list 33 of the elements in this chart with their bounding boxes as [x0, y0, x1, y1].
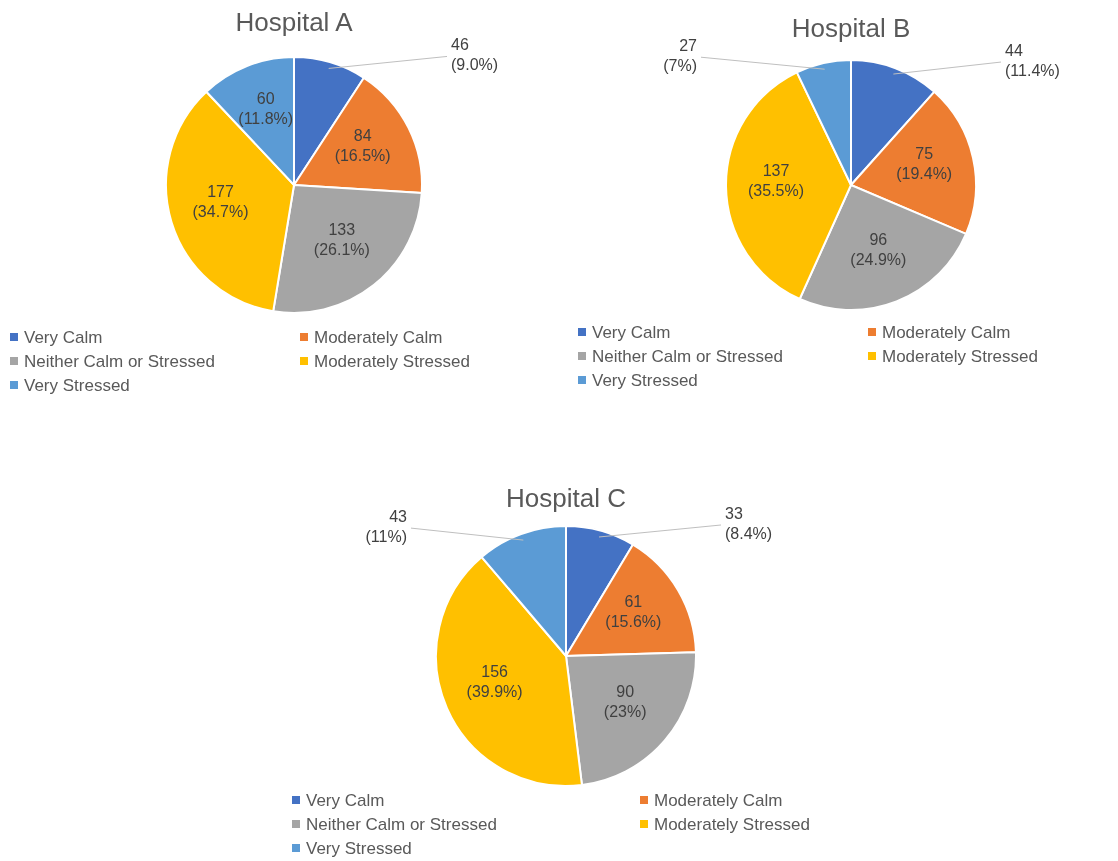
data-label: 75 (19.4%) — [896, 144, 953, 182]
data-label: 177 (34.7%) — [192, 183, 249, 221]
data-label: 137 (35.5%) — [747, 161, 805, 199]
legend-label: Moderately Calm — [314, 327, 443, 347]
legend-label: Neither Calm or Stressed — [592, 346, 783, 366]
legend-label: Moderately Stressed — [314, 351, 470, 371]
legend-label: Very Calm — [306, 790, 385, 810]
chart-title: Hospital B — [791, 13, 911, 44]
legend-label: Very Stressed — [592, 370, 698, 390]
data-label: 133 (26.1%) — [313, 221, 370, 259]
chart-title: Hospital A — [235, 7, 354, 38]
data-label: 46 (9.0%) — [451, 36, 499, 74]
data-label: 33 (8.4%) — [725, 505, 773, 542]
data-label: 44 (11.4%) — [1005, 42, 1060, 80]
data-label: 156 (39.9%) — [466, 663, 523, 701]
data-label: 27 (7%) — [663, 37, 698, 75]
legend-label: Very Stressed — [24, 375, 130, 395]
legend-label: Very Calm — [24, 327, 103, 347]
data-label: 96 (24.9%) — [850, 230, 907, 268]
legend-label: Very Calm — [592, 322, 671, 342]
legend-label: Neither Calm or Stressed — [306, 814, 497, 834]
legend-label: Neither Calm or Stressed — [24, 351, 215, 371]
data-label: 90 (23%) — [603, 682, 647, 720]
legend-label: Moderately Calm — [654, 790, 783, 810]
data-label: 84 (16.5%) — [334, 126, 391, 164]
legend-label: Moderately Calm — [882, 322, 1011, 342]
legend-label: Very Stressed — [306, 838, 412, 858]
legend-label: Moderately Stressed — [882, 346, 1038, 366]
chart-title: Hospital C — [506, 483, 626, 514]
data-label: 43 (11%) — [365, 508, 408, 546]
data-label: 61 (15.6%) — [605, 592, 662, 630]
legend-label: Moderately Stressed — [654, 814, 810, 834]
data-label: 60 (11.8%) — [238, 89, 294, 127]
